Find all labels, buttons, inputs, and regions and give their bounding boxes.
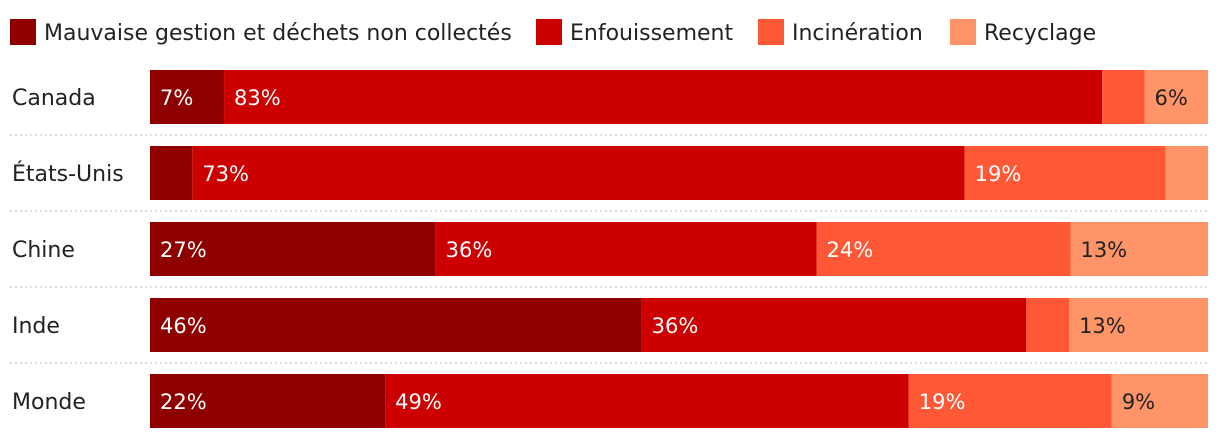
bar-segment xyxy=(150,70,225,124)
chart-legend: Mauvaise gestion et déchets non collecté… xyxy=(10,19,1096,46)
bar-segment xyxy=(1069,298,1208,352)
category-label: Canada xyxy=(12,86,96,111)
data-label: 13% xyxy=(1079,314,1126,338)
data-label: 13% xyxy=(1080,238,1127,262)
bar-segment xyxy=(224,70,1103,124)
category-label: Monde xyxy=(12,390,86,415)
data-label: 19% xyxy=(975,162,1022,186)
data-label: 7% xyxy=(160,86,193,110)
legend-swatch xyxy=(758,19,784,45)
bar-segment xyxy=(150,146,193,200)
bar-segment xyxy=(150,374,386,428)
data-label: 24% xyxy=(827,238,874,262)
bar-segment xyxy=(816,222,1071,276)
data-label: 22% xyxy=(160,390,207,414)
legend-swatch xyxy=(10,19,36,45)
bar-segment xyxy=(641,298,1027,352)
data-label: 6% xyxy=(1155,86,1188,110)
data-label: 49% xyxy=(395,390,442,414)
bar-segment xyxy=(1144,70,1208,124)
data-label: 9% xyxy=(1122,390,1155,414)
bar-segment xyxy=(1026,298,1070,352)
chart-rows: Canada 7% 83% 6% États-Unis 73% 19% Chine 27% 36%… xyxy=(10,70,1210,428)
bar-segment xyxy=(150,298,642,352)
data-label: 19% xyxy=(919,390,966,414)
data-label: 27% xyxy=(160,238,207,262)
data-label: 73% xyxy=(202,162,249,186)
legend-label: Mauvaise gestion et déchets non collecté… xyxy=(44,21,512,46)
data-label: 46% xyxy=(160,314,207,338)
data-label: 83% xyxy=(234,86,281,110)
bar-segment xyxy=(964,146,1166,200)
bar-segment xyxy=(150,222,436,276)
bar-segment xyxy=(192,146,965,200)
data-label: 36% xyxy=(652,314,699,338)
legend-label: Recyclage xyxy=(984,21,1096,46)
bar-segment xyxy=(1165,146,1208,200)
legend-label: Enfouissement xyxy=(570,21,733,46)
bar-segment xyxy=(435,222,817,276)
legend-swatch xyxy=(536,19,562,45)
bar-segment xyxy=(385,374,909,428)
legend-label: Incinération xyxy=(792,21,923,46)
bar-segment xyxy=(1102,70,1145,124)
bar-segment xyxy=(908,374,1112,428)
category-label: Chine xyxy=(12,238,75,263)
category-label: États-Unis xyxy=(12,161,124,187)
category-label: Inde xyxy=(12,314,60,339)
data-label: 36% xyxy=(446,238,493,262)
bar-segment xyxy=(1111,374,1208,428)
legend-swatch xyxy=(950,19,976,45)
bar-segment xyxy=(1070,222,1208,276)
